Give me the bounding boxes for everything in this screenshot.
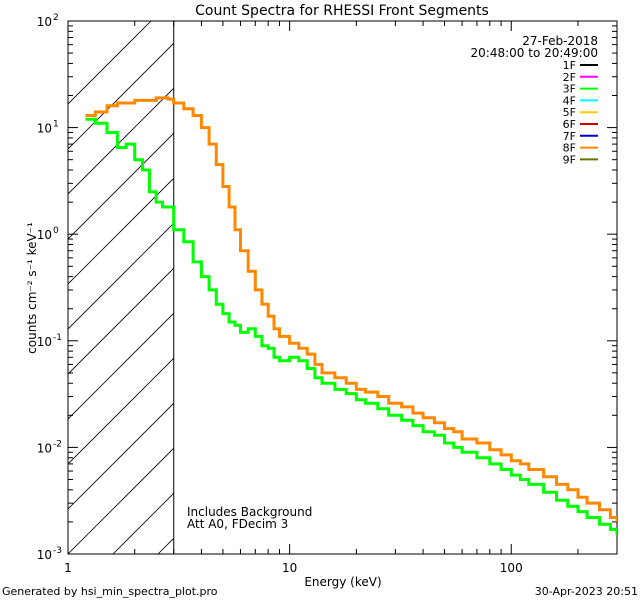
footer-generated-by: Generated by hsi_min_spectra_plot.pro — [2, 585, 218, 598]
legend-label: 8F — [563, 142, 576, 155]
legend-label: 6F — [563, 118, 576, 131]
y-tick-exponent: -1 — [53, 333, 62, 343]
legend-label: 1F — [563, 59, 576, 72]
y-tick-label: 10 — [37, 228, 52, 242]
hatch-line — [68, 267, 174, 375]
x-tick-label: 10 — [282, 561, 297, 575]
series-8f — [85, 96, 617, 522]
hatch-line — [68, 447, 174, 554]
hatch-line — [68, 222, 174, 330]
legend-label: 2F — [563, 71, 576, 84]
hatch-line — [248, 0, 640, 554]
x-axis-label: Energy (keV) — [304, 575, 381, 589]
y-axis-label: counts cm⁻² s⁻¹ keV⁻¹ — [25, 222, 39, 354]
hatch-line — [68, 42, 174, 150]
legend-label: 7F — [563, 130, 576, 143]
axis-ticks — [67, 20, 618, 555]
time-range-label: 20:48:00 to 20:49:00 — [471, 46, 598, 60]
series-3f — [85, 117, 617, 536]
legend-label: 4F — [563, 94, 576, 107]
hatch-line — [68, 312, 174, 420]
hatch-line — [68, 357, 174, 465]
y-tick-label: 10 — [37, 335, 52, 349]
legend-label: 9F — [563, 153, 576, 166]
y-tick-exponent: 2 — [53, 13, 59, 23]
y-tick-exponent: 1 — [53, 120, 59, 130]
legend-label: 3F — [563, 83, 576, 96]
date-label: 27-Feb-2018 — [522, 34, 598, 48]
y-tick-exponent: -2 — [53, 439, 62, 449]
series-group — [85, 96, 617, 536]
y-tick-label: 10 — [37, 15, 52, 29]
hatch-line — [68, 177, 174, 285]
plot-frame — [67, 20, 618, 555]
annotation-background: Includes Background — [187, 505, 312, 519]
annotation-attenuator: Att A0, FDecim 3 — [187, 517, 288, 531]
hatch-line — [68, 402, 174, 510]
hatch-line — [338, 0, 640, 554]
y-tick-label: 10 — [37, 548, 52, 562]
x-tick-label: 100 — [500, 561, 523, 575]
legend-label: 5F — [563, 106, 576, 119]
hatch-line — [68, 132, 174, 240]
x-tick-labels: 1 10 100 — [64, 561, 523, 575]
hatch-line — [293, 0, 640, 554]
shaded-region — [68, 0, 640, 554]
x-tick-label: 1 — [64, 561, 72, 575]
y-tick-label: 10 — [37, 441, 52, 455]
y-tick-exponent: 0 — [53, 226, 59, 236]
footer-date: 30-Apr-2023 20:51 — [535, 585, 638, 598]
hatch-line — [68, 21, 152, 105]
y-tick-label: 10 — [37, 122, 52, 136]
chart-title: Count Spectra for RHESSI Front Segments — [195, 3, 489, 19]
hatch-line — [112, 492, 174, 554]
y-tick-exponent: -3 — [53, 546, 62, 556]
